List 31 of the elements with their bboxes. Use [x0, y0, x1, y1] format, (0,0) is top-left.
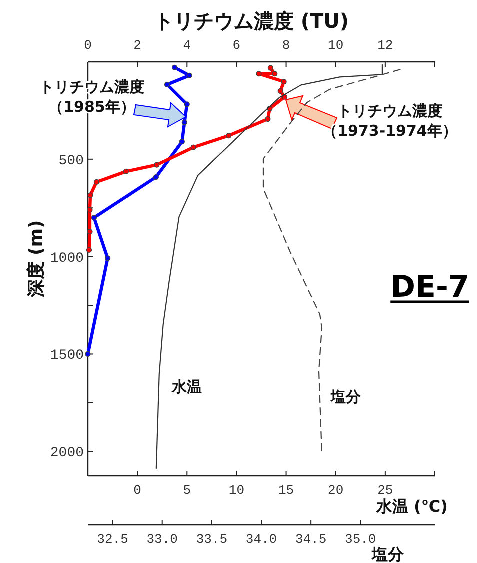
x-tick-label: 33.5 [196, 532, 228, 547]
x2-axis-title: トリチウム濃度 (TU) [154, 9, 350, 33]
x2-tick-label: 12 [378, 38, 394, 53]
x2-tick-label: 0 [84, 38, 92, 53]
x2-tick-label: 6 [232, 38, 241, 53]
y-tick-label: 500 [58, 153, 84, 170]
y-axis-title: 深度 (m) [26, 220, 47, 299]
y-tick-label: 2000 [50, 446, 84, 462]
x2-tick-label: 10 [328, 38, 344, 53]
series-label: 塩分 [330, 388, 362, 406]
x-tick-label: 32.5 [97, 532, 128, 547]
x-tick-label: 15 [278, 483, 294, 498]
legend-label: トリチウム濃度（1973-1974年） [322, 102, 458, 140]
x2-tick-label: 8 [282, 38, 290, 53]
x-tick-label: 34.0 [246, 532, 278, 547]
x-tick-label: 34.5 [295, 532, 327, 547]
x-axis-title: 水温 (℃) [375, 497, 448, 516]
x-axis-title: 塩分 [371, 545, 405, 563]
x-tick-label: 10 [228, 483, 245, 498]
x-tick-label: 35.0 [345, 532, 376, 547]
x-tick-label: 5 [183, 483, 192, 498]
x2-tick-label: 4 [183, 38, 192, 53]
y-tick-label: 1000 [50, 250, 84, 267]
x-tick-label: 25 [378, 483, 394, 498]
x2-tick-label: 2 [134, 38, 142, 53]
y-tick-label: 1500 [50, 348, 84, 364]
x-tick-label: 0 [134, 483, 142, 498]
x-tick-label: 33.0 [146, 532, 178, 547]
x-tick-label: 20 [328, 483, 344, 498]
series-label: 水温 [171, 378, 202, 396]
annotation: DE-7 [390, 270, 470, 305]
